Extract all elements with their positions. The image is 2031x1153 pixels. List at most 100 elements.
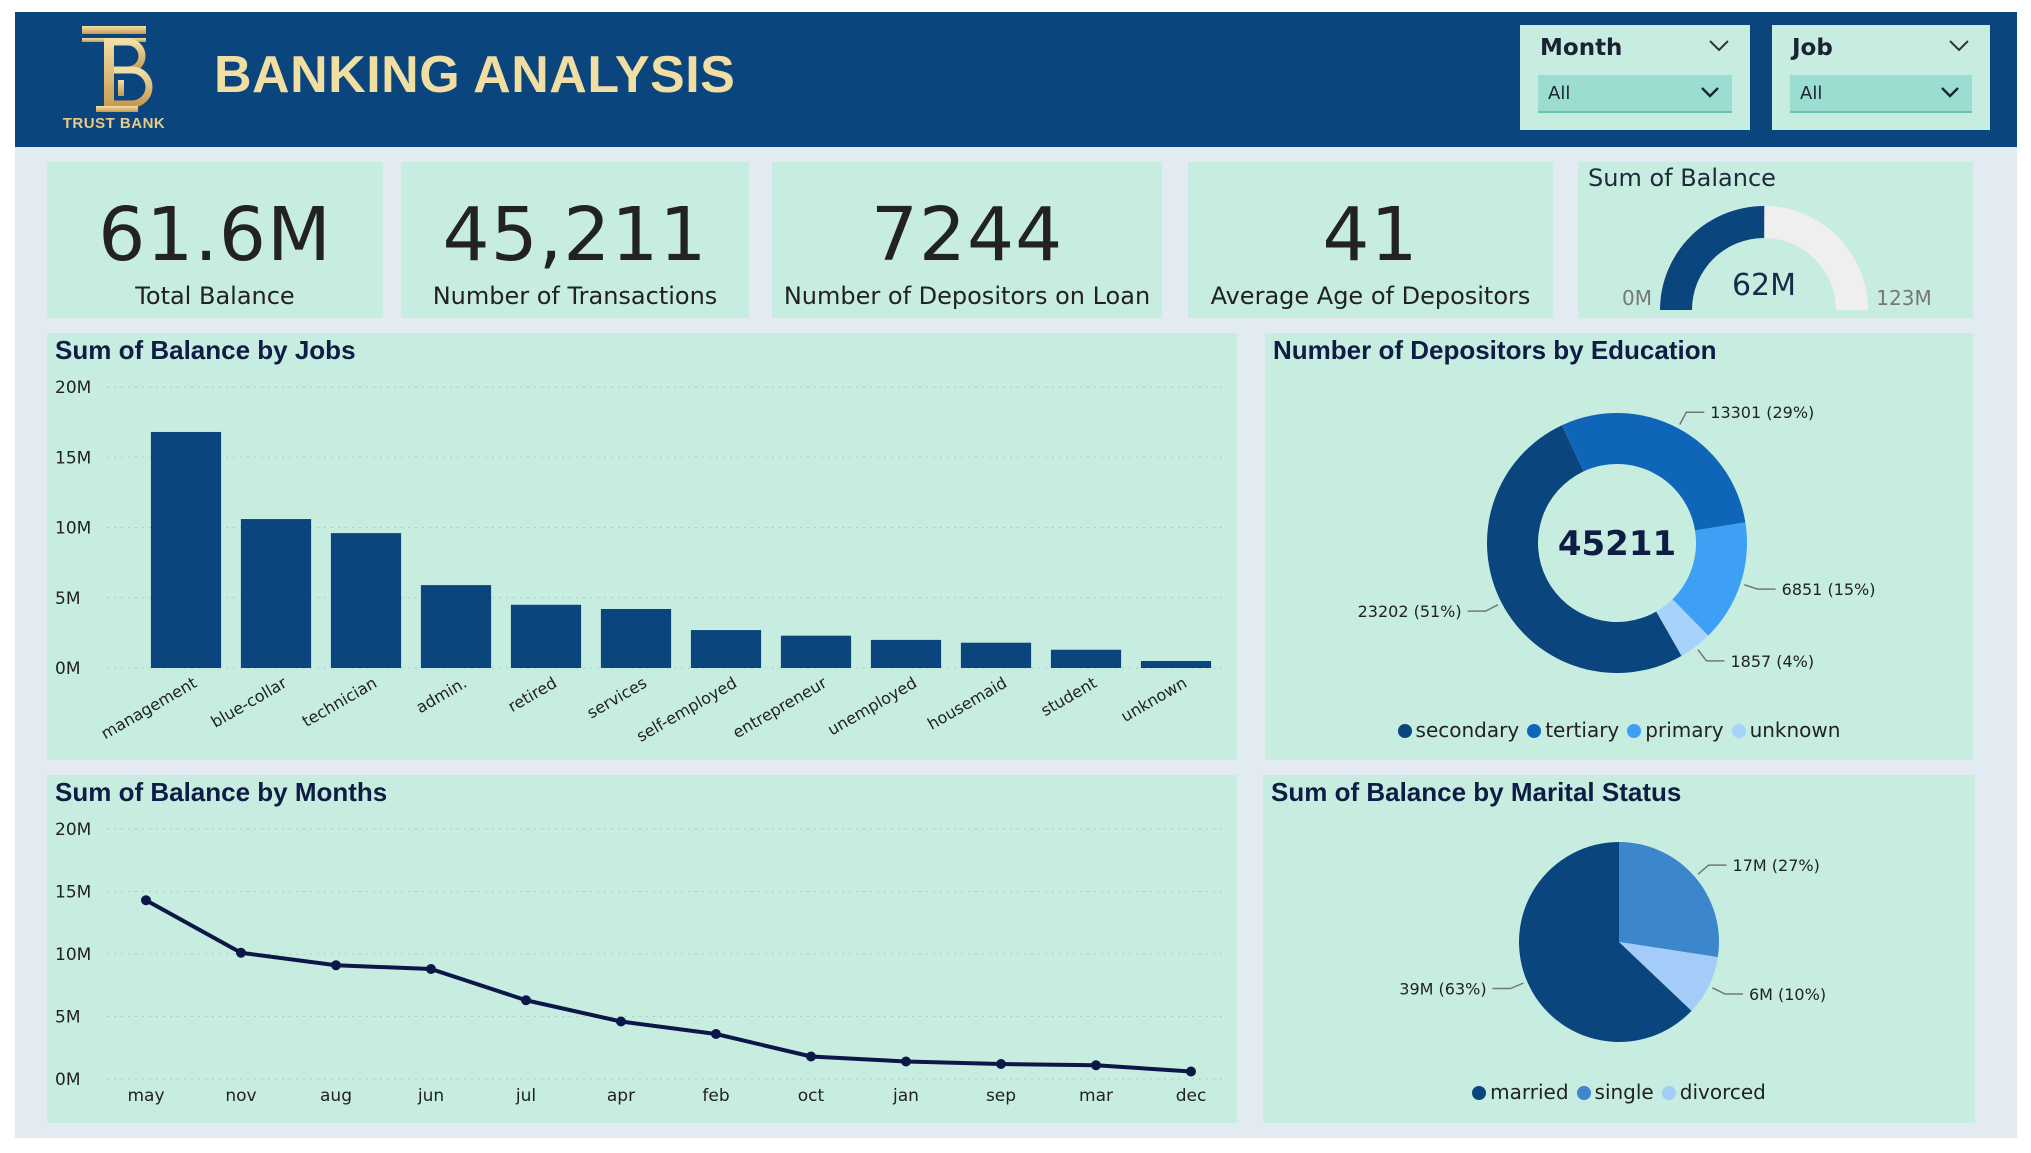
legend-item[interactable]: primary bbox=[1627, 718, 1724, 742]
legend-marker bbox=[1397, 724, 1412, 738]
education-donut-card: Number of Depositors by Education 23202 … bbox=[1265, 333, 1973, 760]
leader-line bbox=[1712, 987, 1743, 995]
y-tick-label: 15M bbox=[55, 883, 91, 903]
bar bbox=[1050, 649, 1122, 668]
slice-tertiary bbox=[1561, 413, 1746, 531]
kpi-value: 61.6M bbox=[98, 192, 332, 278]
y-tick-label: 20M bbox=[55, 820, 91, 840]
data-label: 17M (27%) bbox=[1733, 856, 1820, 875]
bar bbox=[690, 630, 762, 668]
gauge-max-label: 123M bbox=[1876, 286, 1931, 310]
legend-marker bbox=[1576, 1086, 1591, 1100]
legend-label: secondary bbox=[1415, 718, 1520, 742]
legend-item[interactable]: unknown bbox=[1731, 718, 1841, 742]
series-line bbox=[145, 898, 1192, 1074]
data-point bbox=[141, 895, 151, 906]
brand-name: TRUST BANK bbox=[62, 115, 166, 132]
leader-line bbox=[1697, 864, 1727, 875]
y-tick-label: 5M bbox=[55, 1008, 80, 1028]
data-point bbox=[236, 947, 246, 958]
slice-divorced bbox=[1619, 942, 1718, 1011]
kpi-label: Number of Depositors on Loan bbox=[783, 282, 1151, 310]
data-point bbox=[426, 964, 436, 974]
months-line-chart-card: Sum of Balance by Months 0M 5M 10M 15M 20M ma… bbox=[47, 775, 1237, 1123]
data-point bbox=[806, 1051, 816, 1062]
chart-title: Sum of Balance by Marital Status bbox=[1271, 777, 1682, 807]
legend-label: unknown bbox=[1749, 718, 1841, 742]
legend-label: single bbox=[1594, 1080, 1654, 1104]
legend-marker bbox=[1527, 724, 1542, 738]
month-dropdown[interactable]: All bbox=[1538, 75, 1732, 113]
legend-marker bbox=[1731, 724, 1746, 738]
job-dropdown[interactable]: All bbox=[1790, 75, 1972, 113]
leader-line bbox=[1467, 604, 1499, 612]
x-tick-label: apr bbox=[607, 1086, 635, 1106]
x-tick-label: unemployed bbox=[824, 673, 920, 739]
slice-unknown bbox=[1656, 599, 1709, 656]
kpi-value: 41 bbox=[1322, 192, 1419, 278]
data-point bbox=[521, 995, 531, 1006]
leader-line bbox=[1744, 584, 1776, 590]
data-point bbox=[996, 1059, 1006, 1069]
kpi-value: 45,211 bbox=[442, 192, 708, 278]
leader-line bbox=[1697, 649, 1725, 662]
data-point bbox=[1091, 1060, 1101, 1071]
leader-line bbox=[1679, 411, 1705, 425]
legend-label: divorced bbox=[1679, 1080, 1766, 1104]
marital-pie-card: Sum of Balance by Marital Status 17M (27… bbox=[1263, 775, 1975, 1123]
legend-item[interactable]: divorced bbox=[1661, 1080, 1766, 1104]
gauge-value-label: 62M bbox=[1732, 268, 1796, 303]
page-title: BANKING ANALYSIS bbox=[214, 46, 736, 104]
bar bbox=[510, 604, 582, 668]
bar bbox=[420, 585, 492, 668]
data-label: 6851 (15%) bbox=[1782, 580, 1876, 599]
x-tick-label: aug bbox=[320, 1086, 352, 1106]
data-label: 1857 (4%) bbox=[1730, 652, 1814, 671]
gauge-chart: 0M 123M 62M bbox=[1622, 206, 1932, 310]
trust-bank-logo-icon bbox=[82, 26, 153, 112]
x-tick-label: entrepreneur bbox=[729, 673, 830, 742]
month-slicer-label: Month bbox=[1540, 35, 1623, 61]
x-tick-label: may bbox=[127, 1086, 164, 1106]
x-tick-label: dec bbox=[1176, 1086, 1207, 1106]
data-label: 39M (63%) bbox=[1399, 980, 1486, 999]
x-tick-label: mar bbox=[1079, 1086, 1113, 1106]
chevron-down-icon[interactable] bbox=[1948, 39, 1970, 53]
y-tick-label: 10M bbox=[55, 519, 91, 539]
x-tick-label: admin. bbox=[413, 673, 470, 717]
legend-marker bbox=[1627, 724, 1642, 738]
legend-item[interactable]: tertiary bbox=[1527, 718, 1619, 742]
education-donut-chart: 23202 (51%) 13301 (29%) 6851 (15%) 1857 (4%… bbox=[1358, 403, 1876, 673]
month-selected-value: All bbox=[1548, 83, 1571, 104]
bar bbox=[780, 635, 852, 668]
x-tick-label: management bbox=[98, 673, 200, 743]
x-tick-label: self-employed bbox=[633, 673, 740, 746]
gauge-title: Sum of Balance bbox=[1588, 164, 1776, 192]
chart-title: Sum of Balance by Jobs bbox=[55, 335, 356, 365]
kpi-card-total-balance: 61.6M Total Balance bbox=[47, 162, 383, 318]
x-tick-label: blue-collar bbox=[208, 673, 291, 732]
chevron-down-icon[interactable] bbox=[1708, 39, 1730, 53]
x-tick-label: retired bbox=[505, 673, 560, 716]
job-slicer[interactable]: Job All bbox=[1772, 25, 1990, 130]
legend-item[interactable]: single bbox=[1576, 1080, 1654, 1104]
x-tick-label: jul bbox=[515, 1086, 536, 1106]
data-label: 23202 (51%) bbox=[1358, 602, 1462, 621]
month-slicer[interactable]: Month All bbox=[1520, 25, 1750, 130]
bar bbox=[870, 639, 942, 668]
data-label: 6M (10%) bbox=[1749, 985, 1826, 1004]
slice-primary bbox=[1672, 522, 1747, 636]
legend-item[interactable]: married bbox=[1472, 1080, 1569, 1104]
data-point bbox=[331, 960, 341, 971]
job-slicer-label: Job bbox=[1792, 35, 1833, 61]
legend-item[interactable]: secondary bbox=[1397, 718, 1520, 742]
data-point bbox=[1186, 1066, 1196, 1077]
x-tick-label: unknown bbox=[1118, 673, 1190, 726]
data-label: 13301 (29%) bbox=[1710, 403, 1814, 422]
chevron-down-icon bbox=[1941, 87, 1959, 98]
data-point bbox=[901, 1056, 911, 1067]
kpi-label: Number of Transactions bbox=[432, 282, 718, 310]
kpi-card-depositors-on-loan: 7244 Number of Depositors on Loan bbox=[772, 162, 1162, 318]
chart-title: Number of Depositors by Education bbox=[1273, 335, 1717, 365]
x-tick-label: feb bbox=[702, 1086, 729, 1106]
